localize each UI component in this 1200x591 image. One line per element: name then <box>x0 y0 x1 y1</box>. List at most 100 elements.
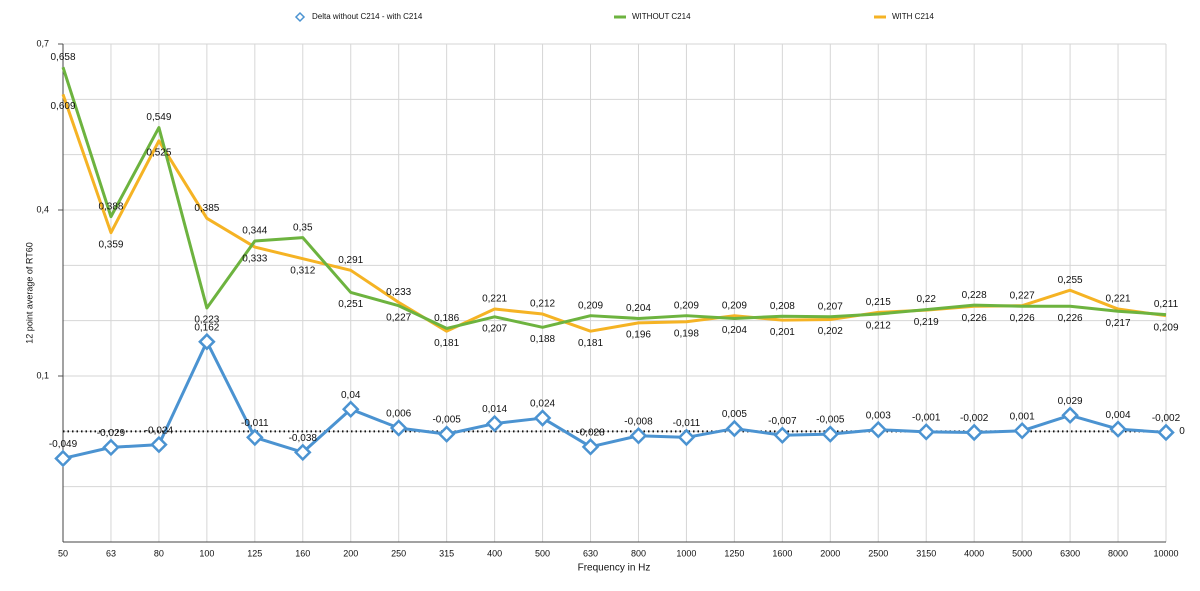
x-tick-label: 500 <box>535 548 550 558</box>
data-label: 0,22 <box>916 294 936 305</box>
data-label: 0,223 <box>194 315 219 326</box>
legend-label: WITHOUT C214 <box>632 12 691 21</box>
x-tick-label: 630 <box>583 548 598 558</box>
data-label: 0,005 <box>722 409 747 420</box>
data-label: 0,549 <box>146 112 171 123</box>
data-label: 0,359 <box>98 239 123 250</box>
data-point <box>581 438 600 456</box>
data-label: 0,228 <box>962 290 987 301</box>
x-tick-label: 800 <box>631 548 646 558</box>
x-tick-label: 50 <box>58 548 68 558</box>
y-axis-title: 12 point average of RT60 <box>24 242 34 343</box>
legend-label: WITH C214 <box>892 12 934 21</box>
data-label: 0,209 <box>722 300 747 311</box>
data-point <box>341 400 360 418</box>
x-tick-label: 1250 <box>724 548 744 558</box>
data-label: 0,04 <box>341 390 361 401</box>
data-label: 0,226 <box>1058 313 1083 324</box>
data-label: 0,255 <box>1058 275 1083 286</box>
legend-marker <box>294 11 306 23</box>
data-label: 0,217 <box>1106 318 1131 329</box>
data-label: 0,209 <box>578 300 603 311</box>
data-label: 0,388 <box>98 201 123 212</box>
data-label: 0,202 <box>818 326 843 337</box>
data-point <box>725 419 744 438</box>
data-label: 0,609 <box>50 101 75 112</box>
x-tick-label: 8000 <box>1108 548 1128 558</box>
data-point <box>198 332 216 351</box>
data-point <box>389 419 408 437</box>
data-label: 0,525 <box>146 147 171 158</box>
data-label: -0,001 <box>912 413 941 424</box>
series-line <box>61 66 1167 330</box>
data-point <box>677 428 696 447</box>
data-point <box>533 409 552 427</box>
data-label: 0,003 <box>866 410 891 421</box>
data-point <box>869 420 888 439</box>
data-label: -0,005 <box>432 415 461 426</box>
data-label: 0,188 <box>530 334 555 345</box>
data-point <box>246 428 264 447</box>
series-line <box>61 93 1167 333</box>
series-line <box>62 340 1167 460</box>
x-tick-label: 250 <box>391 548 406 558</box>
data-label: -0,007 <box>768 416 797 427</box>
data-label: 0,204 <box>626 303 651 314</box>
y-tick-label: 0,4 <box>36 204 49 214</box>
x-tick-label: 5000 <box>1012 548 1032 558</box>
data-label: -0,005 <box>816 415 845 426</box>
x-tick-label: 63 <box>106 548 116 558</box>
data-label: 0,35 <box>293 222 313 233</box>
data-point <box>294 443 312 462</box>
data-label: 0,212 <box>866 321 891 332</box>
data-point <box>965 423 983 442</box>
data-label: -0,008 <box>624 416 653 427</box>
x-tick-label: 160 <box>295 548 310 558</box>
data-label: -0,028 <box>576 427 605 438</box>
data-label: -0,011 <box>673 418 701 429</box>
data-label: 0,201 <box>770 327 795 338</box>
data-label: 0,221 <box>482 294 507 305</box>
x-tick-label: 2000 <box>820 548 840 558</box>
x-tick-label: 2500 <box>868 548 888 558</box>
y-tick-label: 0,1 <box>36 370 49 380</box>
x-tick-label: 1000 <box>676 548 696 558</box>
data-label: -0,002 <box>960 413 989 424</box>
data-label: 0,212 <box>530 299 555 310</box>
data-label: 0,181 <box>434 338 459 349</box>
data-label: 0,312 <box>290 265 315 276</box>
data-label: 0,226 <box>962 313 987 324</box>
data-point <box>773 426 792 444</box>
data-label: 0,344 <box>242 226 267 237</box>
data-label: -0,049 <box>49 439 78 450</box>
data-label: 0,208 <box>770 301 795 312</box>
x-tick-label: 80 <box>154 548 164 558</box>
data-point <box>150 435 168 454</box>
data-point <box>102 438 120 457</box>
data-label: 0,207 <box>482 323 507 334</box>
data-label: 0,204 <box>722 325 747 336</box>
x-tick-label: 1600 <box>772 548 792 558</box>
data-label: 0,226 <box>1010 313 1035 324</box>
data-label: -0,038 <box>289 433 318 444</box>
data-label: 0,186 <box>434 313 459 324</box>
data-label: 0,291 <box>338 255 363 266</box>
data-label: -0,011 <box>241 418 269 429</box>
data-point <box>54 449 72 468</box>
data-label: 0,024 <box>530 399 555 410</box>
data-point <box>821 425 840 443</box>
data-label: 0,181 <box>578 338 603 349</box>
data-label: 0,221 <box>1106 294 1131 305</box>
x-tick-label: 200 <box>343 548 358 558</box>
data-point <box>1013 422 1031 440</box>
data-label: 0,029 <box>1058 396 1083 407</box>
x-tick-label: 125 <box>247 548 262 558</box>
data-label: 0,385 <box>194 203 219 214</box>
data-label: 0,014 <box>482 404 507 415</box>
data-label: 0,211 <box>1154 299 1179 310</box>
x-tick-label: 4000 <box>964 548 984 558</box>
data-label: 0,233 <box>386 287 411 298</box>
data-label: 0,004 <box>1106 410 1131 421</box>
x-axis-title: Frequency in Hz <box>578 563 651 574</box>
data-label: 0,209 <box>674 300 699 311</box>
